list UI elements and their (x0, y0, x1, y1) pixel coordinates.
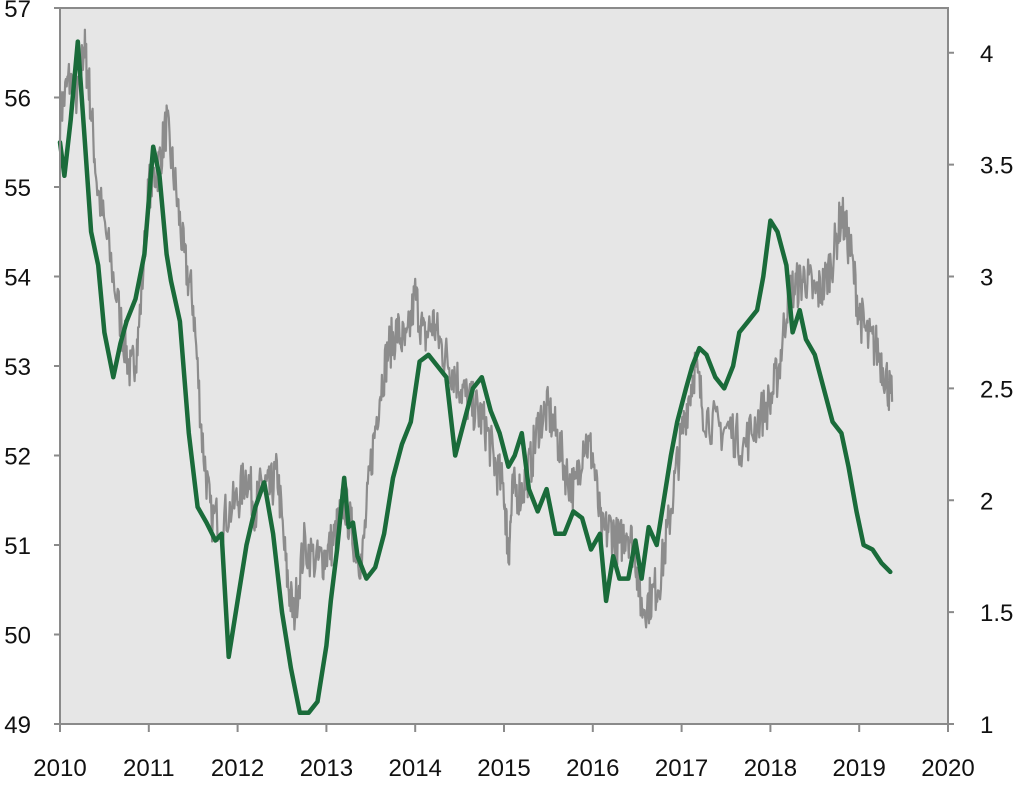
y-right-tick-label: 2 (980, 488, 993, 515)
x-tick-label: 2020 (921, 755, 974, 782)
y-left-tick-label: 54 (4, 265, 31, 292)
y-left-tick-label: 51 (4, 533, 31, 560)
y-right-tick-label: 2.5 (980, 376, 1013, 403)
y-right-tick-label: 4 (980, 41, 993, 68)
x-tick-label: 2010 (33, 755, 86, 782)
y-left-tick-label: 52 (4, 444, 31, 471)
x-tick-label: 2011 (123, 755, 175, 782)
y-right-tick-label: 3.5 (980, 153, 1013, 180)
x-tick-label: 2018 (744, 755, 797, 782)
x-tick-label: 2016 (566, 755, 619, 782)
x-tick-label: 2015 (477, 755, 530, 782)
x-tick-label: 2013 (300, 755, 353, 782)
axes: 2010 2011 2012 2013 2014 2015 2016 2017 2018 2019… (4, 0, 1013, 782)
x-tick-label: 2017 (655, 755, 708, 782)
y-right-tick-label: 1 (980, 712, 993, 739)
plot-area (60, 8, 948, 724)
y-left-tick-label: 57 (4, 0, 31, 23)
x-tick-label: 2019 (833, 755, 886, 782)
x-tick-label: 2014 (389, 755, 442, 782)
y-left-tick-label: 55 (4, 175, 31, 202)
y-right-tick-label: 1.5 (980, 600, 1013, 627)
series-line-green (57, 39, 893, 716)
y-right-tick-label: 3 (980, 265, 993, 292)
y-left-tick-label: 49 (4, 712, 31, 739)
y-left-tick-label: 53 (4, 354, 31, 381)
series-line-gray (58, 28, 894, 631)
y-left-tick-label: 50 (4, 623, 31, 650)
x-tick-label: 2012 (211, 755, 264, 782)
series-layer (57, 28, 894, 716)
y-left-tick-label: 56 (4, 86, 31, 113)
